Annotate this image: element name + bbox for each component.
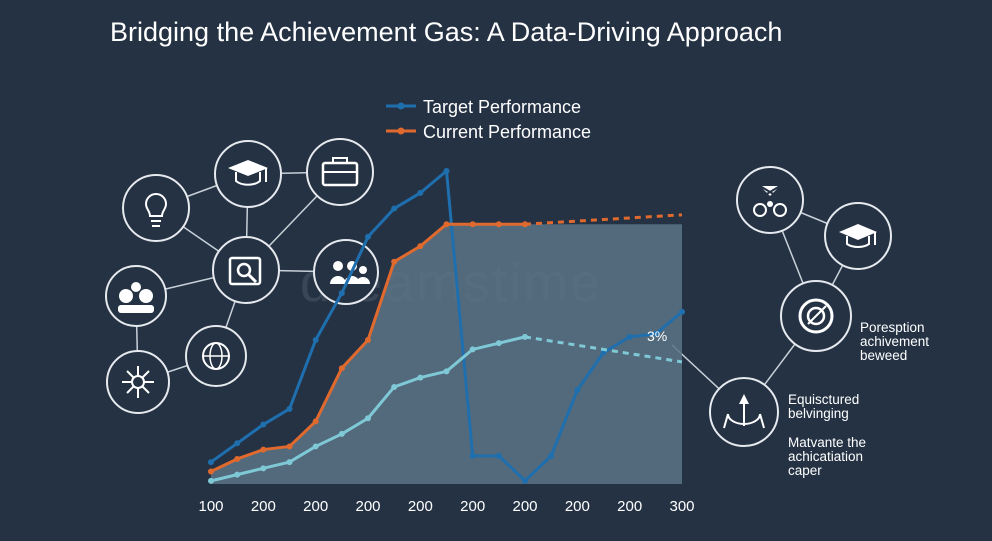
series-0-point-13 bbox=[548, 452, 555, 459]
chart-plot-area bbox=[211, 224, 682, 484]
x-tick-label: 300 bbox=[669, 498, 694, 515]
x-tick-label: 200 bbox=[460, 498, 485, 515]
series-1-point-7 bbox=[391, 258, 398, 265]
series-0-point-2 bbox=[260, 421, 267, 428]
series-1-point-6 bbox=[365, 337, 371, 344]
series-0-point-10 bbox=[469, 452, 476, 459]
series-0-point-14 bbox=[574, 387, 581, 394]
balance-icon bbox=[709, 377, 779, 447]
chart-legend: Target Performance Current Performance bbox=[386, 97, 591, 142]
series-1-point-3 bbox=[286, 443, 293, 450]
meeting-icon bbox=[736, 166, 804, 234]
series-1-point-9 bbox=[443, 221, 450, 228]
annotation-note-3-line-3: caper bbox=[788, 463, 822, 478]
team-icon bbox=[313, 239, 379, 305]
series-0-point-18 bbox=[679, 308, 685, 315]
series-1-point-10 bbox=[469, 221, 476, 228]
series-1-point-2 bbox=[260, 446, 267, 453]
annotation-note-2-line-1: Equisctured bbox=[788, 392, 860, 407]
lightbulb-icon bbox=[122, 174, 190, 242]
graduation-cap-icon bbox=[824, 202, 892, 270]
series-0-point-0 bbox=[208, 459, 214, 466]
x-tick-label: 200 bbox=[355, 498, 380, 515]
series-2-point-3 bbox=[286, 459, 293, 466]
series-1-projection bbox=[524, 213, 683, 226]
annotation-note-3: Matvante the achicatiation caper bbox=[788, 436, 866, 478]
chart-series bbox=[208, 168, 685, 484]
series-1-point-5 bbox=[338, 365, 345, 372]
series-0-point-7 bbox=[391, 205, 398, 212]
target-icon bbox=[780, 280, 852, 352]
series-1-point-11 bbox=[495, 221, 502, 228]
series-0-point-5 bbox=[338, 290, 345, 297]
series-2-point-9 bbox=[443, 368, 450, 375]
series-2-point-5 bbox=[338, 430, 345, 437]
legend-current-marker bbox=[397, 127, 405, 135]
briefcase-icon bbox=[306, 138, 374, 206]
series-2-point-8 bbox=[417, 374, 424, 381]
series-2-point-4 bbox=[312, 443, 319, 450]
globe-icon bbox=[185, 325, 247, 387]
percent-annotation: 3% bbox=[647, 328, 667, 344]
series-0-point-17 bbox=[652, 330, 659, 337]
search-document-icon bbox=[212, 236, 280, 304]
annotation-note-1-line-1: Poresption bbox=[860, 320, 925, 335]
annotation-note-3-line-2: achicatiation bbox=[788, 449, 864, 464]
series-0-point-12 bbox=[522, 477, 528, 484]
legend-target-label: Target Performance bbox=[423, 97, 581, 117]
series-1-point-4 bbox=[312, 418, 319, 425]
series-1-point-8 bbox=[417, 243, 424, 250]
x-tick-label: 200 bbox=[303, 498, 328, 515]
annotation-note-1-line-3: beweed bbox=[860, 348, 908, 363]
annotation-note-2: Equisctured belvinging bbox=[788, 393, 859, 421]
chart-title: Bridging the Achievement Gas: A Data-Dri… bbox=[110, 17, 783, 47]
annotation-note-1: Poresption achivement beweed bbox=[860, 321, 929, 363]
series-1-point-1 bbox=[234, 455, 241, 462]
series-0-point-6 bbox=[365, 233, 371, 240]
annotation-note-3-line-1: Matvante the bbox=[788, 435, 867, 450]
performance-area bbox=[211, 224, 682, 484]
graduation-cap-icon bbox=[214, 140, 282, 208]
legend-target-marker bbox=[397, 102, 405, 110]
x-axis-ticks: 100 200 200 200 200 200 200 200 200 300 bbox=[198, 498, 694, 515]
x-tick-label: 200 bbox=[512, 498, 537, 515]
series-2-point-7 bbox=[391, 383, 398, 390]
legend-item-target: Target Performance bbox=[386, 97, 581, 117]
series-2-point-11 bbox=[495, 340, 502, 347]
series-1-point-0 bbox=[208, 468, 214, 475]
people-group-icon bbox=[105, 265, 167, 327]
legend-current-label: Current Performance bbox=[423, 122, 591, 142]
left-icon-nodes bbox=[105, 138, 379, 414]
series-2-projection bbox=[524, 335, 683, 364]
series-2-point-1 bbox=[234, 471, 241, 478]
series-2-point-10 bbox=[469, 346, 476, 353]
series-0-point-9 bbox=[443, 168, 450, 174]
series-0-point-3 bbox=[286, 405, 293, 412]
series-2-point-6 bbox=[365, 415, 371, 422]
x-tick-label: 200 bbox=[617, 498, 642, 515]
series-0-point-11 bbox=[495, 452, 502, 459]
series-0-point-1 bbox=[234, 440, 241, 447]
x-tick-label: 200 bbox=[565, 498, 590, 515]
x-tick-label: 200 bbox=[408, 498, 433, 515]
series-0-point-16 bbox=[626, 333, 633, 340]
x-tick-label: 100 bbox=[198, 498, 223, 515]
legend-item-current: Current Performance bbox=[386, 122, 591, 142]
network-icon bbox=[106, 350, 170, 414]
series-2-point-0 bbox=[208, 477, 214, 484]
right-icon-nodes bbox=[709, 166, 892, 447]
series-2-point-2 bbox=[260, 465, 267, 472]
series-0-point-4 bbox=[312, 337, 319, 344]
annotation-note-1-line-2: achivement bbox=[860, 334, 930, 349]
annotation-note-2-line-2: belvinging bbox=[788, 406, 849, 421]
x-tick-label: 200 bbox=[251, 498, 276, 515]
series-0-point-8 bbox=[417, 189, 424, 196]
